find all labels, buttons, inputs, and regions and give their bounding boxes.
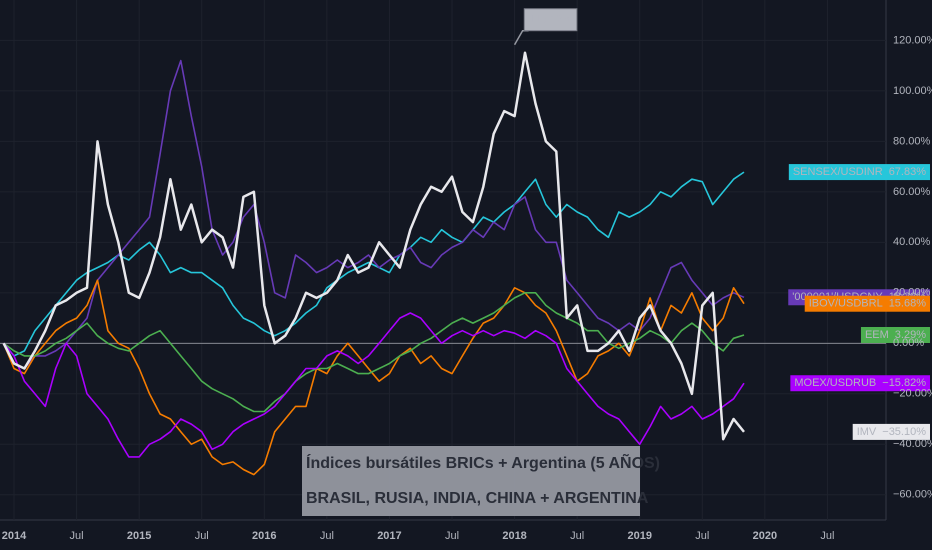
- legend-value-label: 67.83%: [889, 166, 927, 178]
- x-tick-label: 2014: [2, 530, 27, 542]
- x-tick-label: Jul: [70, 530, 84, 542]
- legend-tag-box: [860, 326, 930, 343]
- legend-value-label: −35.10%: [882, 426, 926, 438]
- legend-tag-box: [790, 375, 930, 392]
- legend-label: IBOV/USDBRL: [809, 298, 883, 310]
- annotation-box: [523, 8, 578, 32]
- x-tick-label: Jul: [195, 530, 209, 542]
- x-tick-label: Jul: [320, 530, 334, 542]
- y-tick-label: −20.00%: [893, 388, 932, 400]
- y-tick-label: 120.00%: [893, 34, 932, 46]
- x-tick-label: Jul: [445, 530, 459, 542]
- legend-tag: −15.82% MOEX/USDRUB: [790, 375, 930, 392]
- x-tick-label: 2016: [252, 530, 276, 542]
- x-tick-label: 2018: [502, 530, 526, 542]
- y-tick-label: 40.00%: [893, 236, 931, 248]
- series-line: [2, 312, 745, 458]
- legend-value-label: 3.29%: [895, 329, 926, 341]
- x-tick-label: Jul: [570, 530, 584, 542]
- legend-tag: 67.83% SENSEX/USDINR: [788, 164, 930, 181]
- y-tick-label: 80.00%: [893, 135, 931, 147]
- legend-tag-box: [804, 295, 930, 312]
- y-tick-label: 20.00%: [893, 287, 931, 299]
- y-tick-label: −60.00%: [893, 489, 932, 501]
- legend-tag: 15.68% IBOV/USDBRL: [804, 295, 930, 312]
- y-tick-label: 0.00%: [893, 337, 924, 349]
- x-tick-label: Jul: [820, 530, 834, 542]
- x-tick-label: 2019: [627, 530, 651, 542]
- y-tick-label: −40.00%: [893, 438, 932, 450]
- legend-value-label: −15.82%: [882, 377, 926, 389]
- title-box: [302, 446, 640, 516]
- legend-label: EEM: [865, 329, 889, 341]
- series-line: [3, 292, 745, 413]
- legend-tag: 3.29% EEM: [860, 326, 930, 343]
- y-tick-label: 60.00%: [893, 186, 931, 198]
- legend-tag-box: [852, 423, 930, 440]
- series-line: [2, 51, 745, 441]
- legend-tag-box: [788, 164, 930, 181]
- y-tick-label: 100.00%: [893, 85, 932, 97]
- series-line: [2, 279, 745, 476]
- x-tick-label: 2015: [127, 530, 151, 542]
- x-tick-label: 2020: [753, 530, 777, 542]
- series-line: [2, 59, 745, 370]
- x-tick-label: Jul: [695, 530, 709, 542]
- chart-title: Índices bursátiles BRICs + Argentina (5 …: [306, 452, 660, 472]
- legend-value-label: 15.68%: [889, 298, 927, 310]
- chart-subtitle: BRASIL, RUSIA, INDIA, CHINA + ARGENTINA: [306, 490, 649, 507]
- legend-label: SENSEX/USDINR: [793, 166, 883, 178]
- plot: [2, 51, 745, 476]
- annotation-label: 115.12%: [529, 14, 572, 26]
- legend-label: IMV: [857, 426, 877, 438]
- tags: 67.83%SENSEX/USDINR18.23%'000001'/USDCNY…: [788, 164, 930, 440]
- grid: [0, 0, 886, 520]
- x-tick-label: 2017: [377, 530, 401, 542]
- legend-tag: −35.10% IMV: [852, 423, 930, 440]
- legend-label: MOEX/USDRUB: [794, 377, 876, 389]
- series-line: [2, 171, 745, 357]
